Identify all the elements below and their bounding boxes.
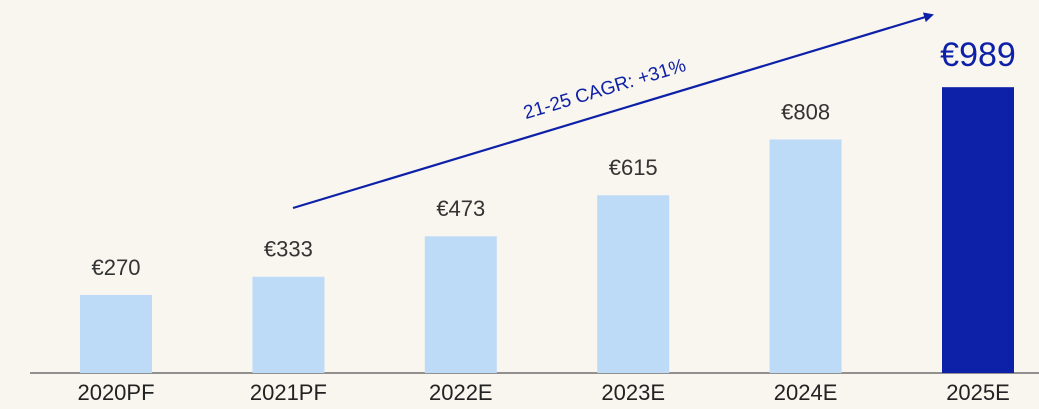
x-tick-label: 2022E	[429, 380, 493, 405]
x-tick-label: 2021PF	[250, 380, 327, 405]
value-label: €615	[609, 155, 658, 180]
x-tick-label: 2023E	[601, 380, 665, 405]
value-label: €808	[781, 99, 830, 124]
cagr-arrow	[292, 12, 934, 210]
x-tick-label: 2024E	[774, 380, 838, 405]
value-label: €270	[92, 255, 141, 280]
value-label: €333	[264, 237, 313, 262]
value-label: €989	[940, 36, 1016, 74]
bar	[252, 276, 325, 373]
bar	[942, 87, 1014, 373]
bar	[769, 139, 842, 373]
bar	[80, 294, 152, 373]
bar	[424, 236, 497, 373]
bar	[597, 195, 670, 373]
x-tick-label: 2020PF	[77, 380, 154, 405]
x-tick-label: 2025E	[946, 380, 1010, 405]
value-label: €473	[436, 196, 485, 221]
